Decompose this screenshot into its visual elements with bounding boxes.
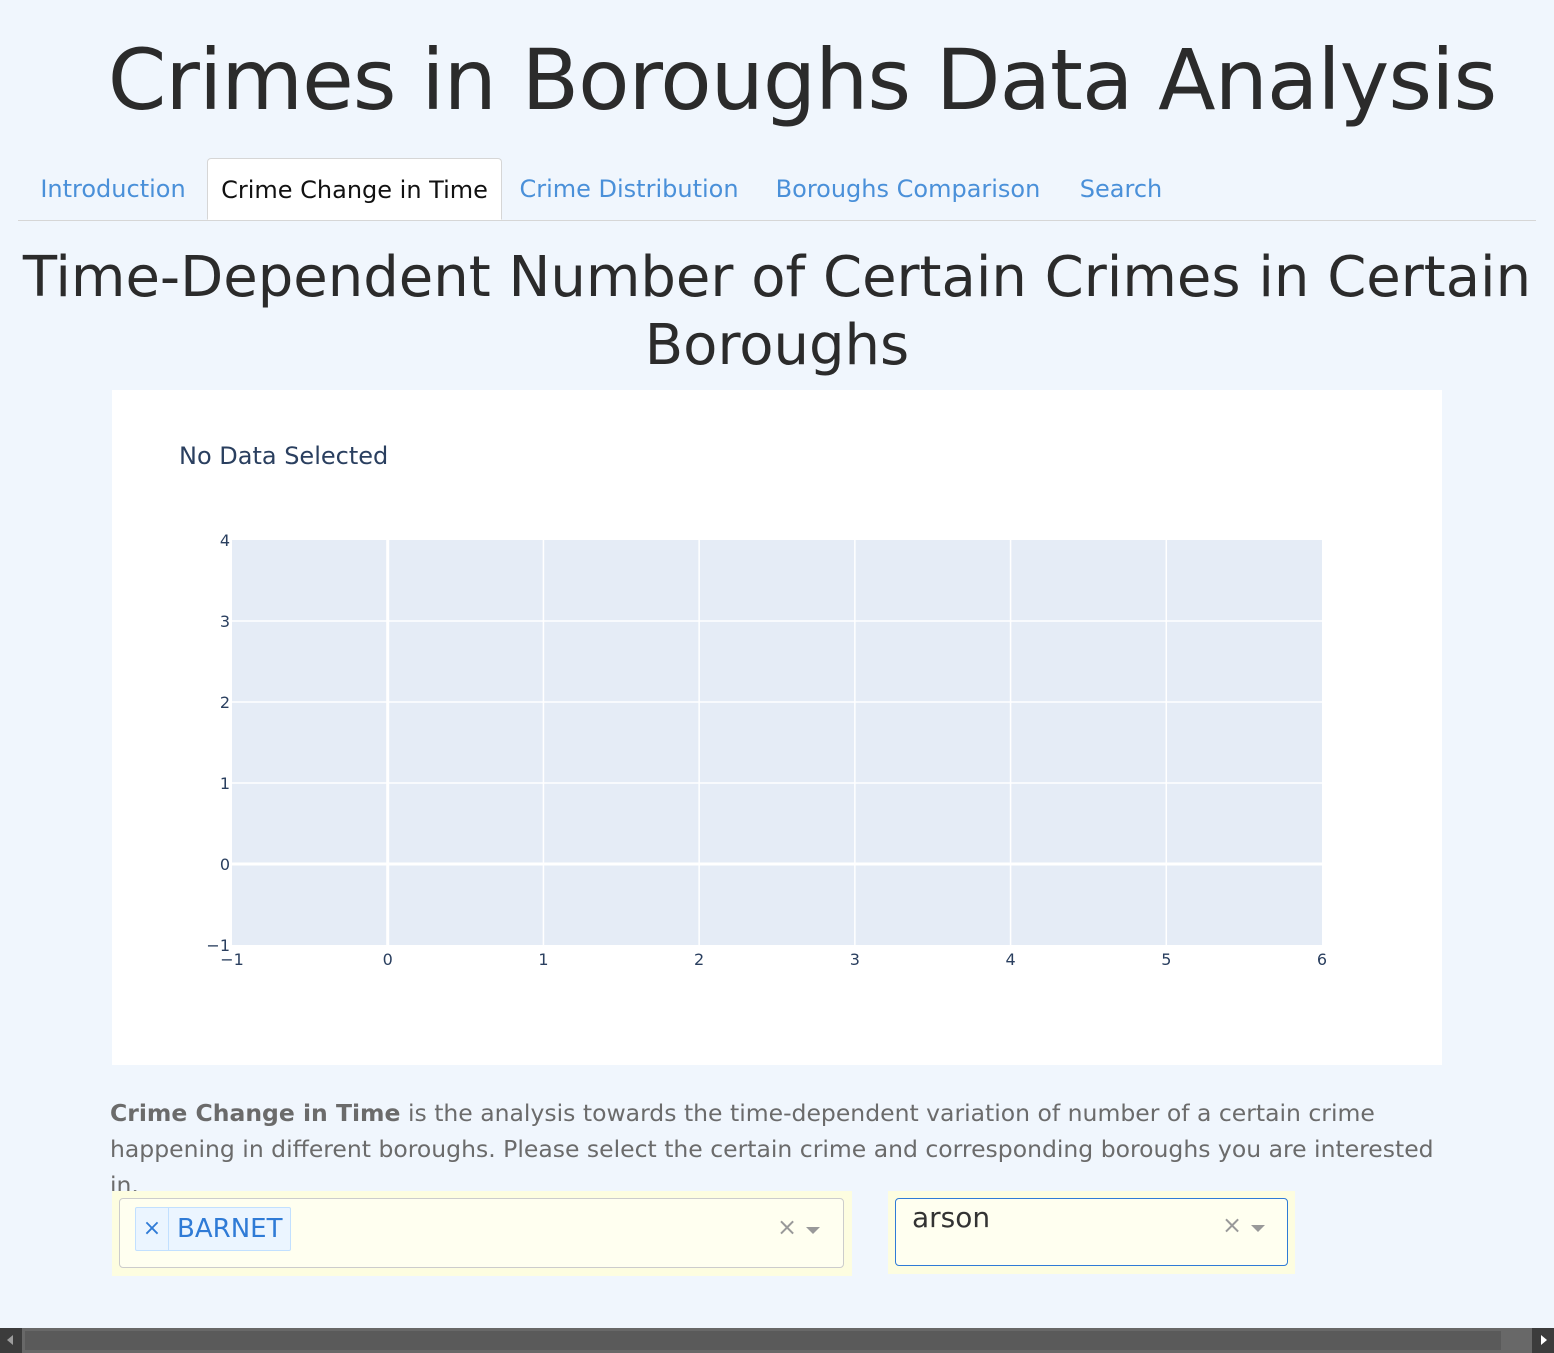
scrollbar-thumb[interactable] (25, 1331, 1501, 1350)
description-paragraph: Crime Change in Time is the analysis tow… (110, 1095, 1455, 1203)
plot-area (232, 540, 1322, 945)
tab-introduction[interactable]: Introduction (40, 175, 186, 203)
y-tick-label: −1 (206, 936, 230, 955)
app-title: Crimes in Boroughs Data Analysis (107, 31, 1498, 129)
description-bold: Crime Change in Time (110, 1099, 401, 1127)
x-tick-label: 0 (383, 950, 393, 969)
chip-label: BARNET (177, 1214, 283, 1244)
x-tick-label: 6 (1317, 950, 1327, 969)
x-gridlines (386, 540, 1168, 945)
x-tick-label: 3 (850, 950, 860, 969)
y-tick-label: 3 (220, 612, 230, 631)
y-tick-label: 0 (220, 855, 230, 874)
crime-time-graph[interactable]: No Data Selected −1 0 1 2 3 4 5 6 −1 0 1 2 3 4 (112, 390, 1442, 1065)
y-gridlines (232, 620, 1322, 866)
tab-bar: Introduction Crime Change in Time Crime … (18, 158, 1536, 221)
x-tick-label: 2 (694, 950, 704, 969)
x-tick-label: 1 (538, 950, 548, 969)
borough-dropdown-wrapper: × BARNET × (112, 1191, 852, 1276)
chart-title: No Data Selected (179, 442, 388, 470)
description-text: is the analysis towards the time-depende… (110, 1099, 1434, 1199)
arrow-right-icon (1541, 1335, 1547, 1345)
scroll-right-button[interactable] (1532, 1328, 1554, 1353)
scroll-left-button[interactable] (0, 1328, 22, 1353)
chip-remove-icon[interactable]: × (136, 1208, 169, 1250)
clear-icon[interactable]: × (1222, 1211, 1243, 1239)
y-tick-labels: −1 0 1 2 3 4 (206, 531, 230, 955)
crime-dropdown-wrapper: arson × (888, 1191, 1295, 1274)
y-tick-label: 1 (220, 774, 230, 793)
crime-dropdown-value: arson (912, 1201, 991, 1234)
chevron-down-icon[interactable] (1251, 1225, 1265, 1232)
tab-search[interactable]: Search (1079, 175, 1163, 203)
selected-borough-chip: × BARNET (135, 1207, 292, 1251)
tab-boroughs-comparison[interactable]: Boroughs Comparison (775, 175, 1041, 203)
chart-svg: No Data Selected −1 0 1 2 3 4 5 6 −1 0 1 2 3 4 (179, 442, 1327, 969)
x-tick-label: 5 (1161, 950, 1171, 969)
x-tick-labels: −1 0 1 2 3 4 5 6 (220, 950, 1327, 969)
borough-dropdown[interactable]: × BARNET × (119, 1198, 844, 1268)
section-title: Time-Dependent Number of Certain Crimes … (0, 244, 1554, 380)
x-tick-label: −1 (220, 950, 244, 969)
y-tick-label: 4 (220, 531, 230, 550)
section-title-line2: Boroughs (644, 313, 910, 378)
tab-crime-distribution[interactable]: Crime Distribution (519, 175, 739, 203)
y-tick-label: 2 (220, 693, 230, 712)
section-title-line1: Time-Dependent Number of Certain Crimes … (22, 245, 1532, 310)
horizontal-scrollbar[interactable] (0, 1328, 1554, 1353)
chevron-down-icon[interactable] (806, 1227, 820, 1234)
clear-icon[interactable]: × (777, 1213, 798, 1241)
crime-dropdown[interactable]: arson × (895, 1198, 1288, 1266)
x-tick-label: 4 (1005, 950, 1015, 969)
arrow-left-icon (7, 1335, 13, 1345)
tab-crime-change-in-time[interactable]: Crime Change in Time (207, 158, 502, 220)
